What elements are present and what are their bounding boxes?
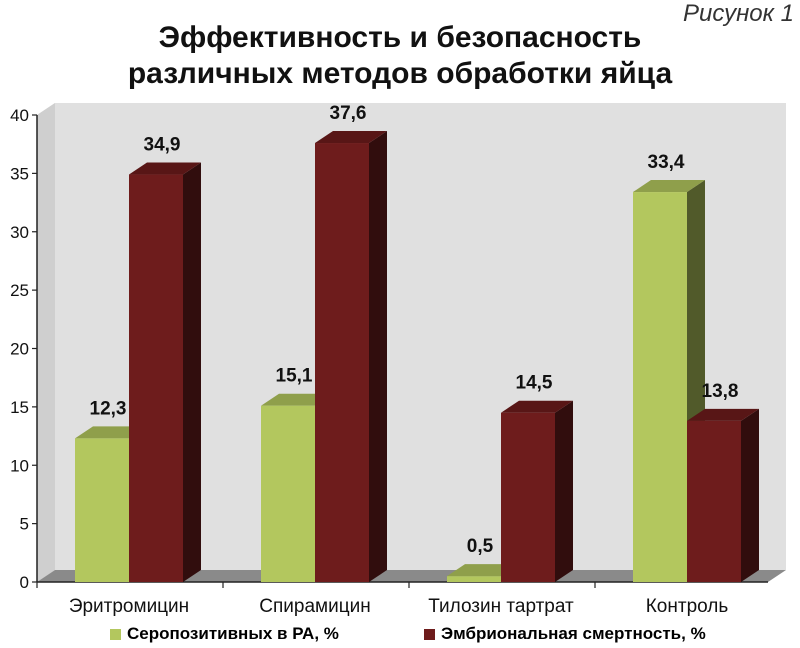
- bar-series-2-1: [129, 174, 183, 583]
- plot-floor: [37, 570, 786, 582]
- bar-series-1-4-top: [633, 180, 705, 193]
- x-tick-label: Спирамицин: [259, 596, 370, 617]
- plot-side-wall: [37, 103, 55, 582]
- bar-series-1-2: [261, 405, 315, 582]
- y-tick-label: 25: [10, 281, 29, 300]
- bar-series-2-2-top: [315, 131, 387, 144]
- bar-series-1-4-value-label: 33,4: [648, 152, 685, 173]
- bar-series-1-3-value-label: 0,5: [467, 536, 494, 557]
- bar-series-2-3-value-label: 14,5: [516, 373, 553, 394]
- y-tick-label: 20: [10, 340, 29, 359]
- chart-title-line-1: Эффективность и безопасность: [158, 21, 642, 54]
- bar-series-2-4-top: [687, 408, 759, 421]
- bar-series-2-1-value-label: 34,9: [144, 135, 181, 156]
- y-tick-label: 35: [10, 164, 29, 183]
- y-tick-label: 40: [10, 106, 29, 125]
- bar-series-1-4: [633, 192, 687, 582]
- chart-title-line-2: различных методов обработки яйца: [127, 57, 673, 90]
- plot-back-wall: [37, 103, 786, 582]
- bar-series-1-1: [75, 438, 129, 582]
- x-tick-label: Контроль: [646, 596, 729, 617]
- bar-series-1-1-value-label: 12,3: [90, 398, 127, 419]
- bar-series-2-1-top: [129, 162, 201, 175]
- y-tick-label: 0: [20, 573, 29, 592]
- bar-series-2-4: [687, 420, 741, 582]
- legend-item-series-1: Серопозитивных в РА, %: [110, 624, 339, 644]
- bar-series-2-3: [501, 412, 555, 582]
- y-tick-label: 15: [10, 398, 29, 417]
- bar-series-1-3: [447, 576, 501, 582]
- y-tick-label: 30: [10, 223, 29, 242]
- legend-swatch-series-1: [110, 628, 121, 640]
- y-tick-label: 5: [20, 515, 29, 534]
- figure-label: Рисунок 1: [683, 0, 794, 27]
- bar-series-2-3-top: [501, 400, 573, 413]
- legend-label-series-1: Серопозитивных в РА, %: [127, 624, 339, 643]
- bar-series-2-4-side: [741, 408, 759, 582]
- x-tick-label: Эритромицин: [69, 596, 189, 617]
- bar-series-2-3-side: [555, 400, 573, 582]
- y-tick-label: 10: [10, 456, 29, 475]
- legend-label-series-2: Эмбриональная смертность, %: [441, 624, 706, 643]
- bar-series-1-2-value-label: 15,1: [276, 366, 313, 387]
- bar-series-2-2: [315, 143, 369, 582]
- bar-chart: 0 5 10 15 20 25 30 35 40 12,3 34,9 Эритромицин 15,1 3…: [10, 103, 786, 617]
- bar-series-2-2-value-label: 37,6: [330, 103, 367, 124]
- chart-title: Эффективность и безопасность различных м…: [0, 20, 800, 92]
- bar-series-2-2-side: [369, 131, 387, 582]
- legend-swatch-series-2: [424, 628, 435, 640]
- legend-item-series-2: Эмбриональная смертность, %: [424, 624, 706, 644]
- bar-series-2-1-side: [183, 162, 201, 583]
- x-tick-label: Тилозин тартрат: [428, 596, 574, 617]
- bar-series-2-4-value-label: 13,8: [702, 381, 739, 402]
